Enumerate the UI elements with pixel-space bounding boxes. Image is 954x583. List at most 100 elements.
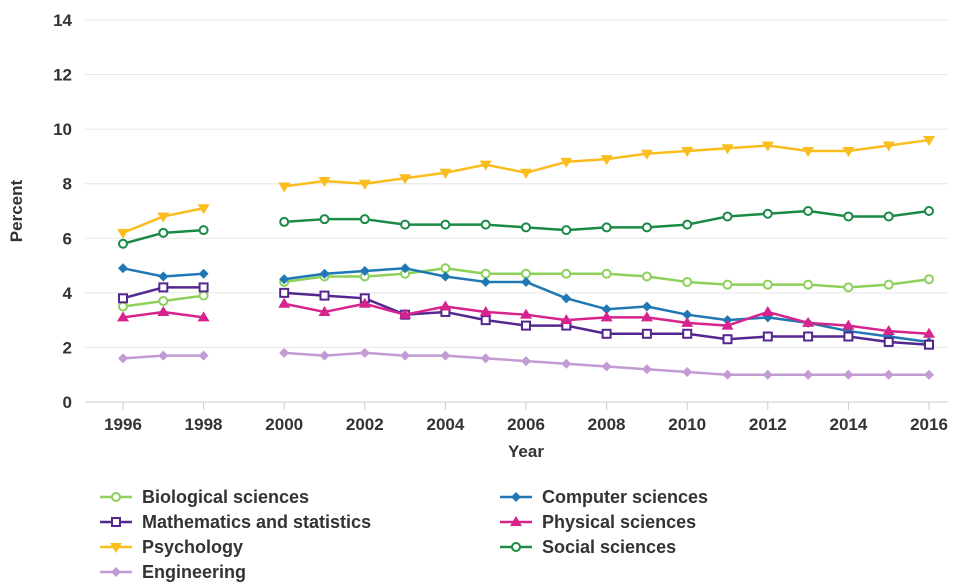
y-tick-label: 8	[63, 175, 72, 194]
legend-item-engineering: Engineering	[98, 561, 246, 583]
legend-label: Physical sciences	[542, 511, 697, 532]
data-point-physical-sciences	[439, 300, 452, 311]
legend-marker	[510, 516, 522, 526]
data-point-engineering	[158, 350, 169, 361]
series-social-sciences	[118, 206, 934, 249]
data-point-social-sciences	[400, 219, 411, 230]
data-point-social-sciences	[440, 219, 451, 230]
data-point-biological-sciences	[158, 296, 169, 307]
data-point-physical-sciences	[318, 305, 331, 316]
data-point-psychology	[761, 141, 774, 152]
data-point-computer-sciences	[521, 276, 531, 287]
legend-item-physical-sciences: Physical sciences	[498, 511, 696, 533]
data-point-physical-sciences	[358, 297, 371, 308]
data-point-psychology	[358, 179, 371, 190]
series-group	[117, 136, 935, 380]
data-point-computer-sciences	[279, 274, 290, 285]
data-point-engineering	[480, 353, 491, 364]
data-point-mathematics-and-statistics	[762, 331, 773, 342]
data-point-biological-sciences	[561, 268, 572, 279]
data-point-biological-sciences	[521, 268, 531, 279]
data-point-biological-sciences	[641, 271, 652, 282]
data-point-social-sciences	[843, 211, 854, 222]
data-point-social-sciences	[762, 208, 773, 219]
data-point-mathematics-and-statistics	[319, 290, 330, 301]
data-point-social-sciences	[198, 225, 209, 236]
legend-item-biological-sciences: Biological sciences	[98, 486, 309, 508]
legend-label: Psychology	[142, 536, 244, 557]
data-point-physical-sciences	[761, 305, 774, 316]
y-tick-label: 4	[63, 284, 73, 303]
data-point-computer-sciences	[440, 271, 451, 282]
data-point-psychology	[681, 146, 694, 157]
data-point-engineering	[641, 364, 652, 375]
data-point-psychology	[923, 136, 935, 147]
data-point-social-sciences	[883, 211, 894, 222]
data-point-physical-sciences	[923, 327, 935, 338]
data-point-biological-sciences	[722, 279, 733, 290]
line-chart: 0 2 4 6 8 10 12 14 1996 1998 2000 2002 2004 2006 2008…	[7, 11, 948, 461]
x-tick-label: 2004	[426, 415, 464, 434]
data-point-biological-sciences	[440, 263, 451, 274]
data-point-mathematics-and-statistics	[158, 282, 169, 293]
series-psychology	[117, 136, 935, 239]
data-point-biological-sciences	[682, 276, 693, 287]
legend-label: Engineering	[142, 561, 247, 582]
data-point-physical-sciences	[802, 316, 815, 327]
x-tick-label: 2010	[668, 415, 706, 434]
data-point-social-sciences	[118, 238, 128, 249]
legend-marker	[111, 517, 121, 527]
data-point-mathematics-and-statistics	[843, 331, 854, 342]
y-tick-label: 2	[63, 338, 72, 357]
x-tick-label: 2006	[507, 415, 545, 434]
data-point-social-sciences	[521, 222, 531, 233]
data-point-psychology	[197, 204, 210, 215]
data-point-engineering	[359, 347, 370, 358]
legend-symbol-engineering	[100, 567, 132, 577]
series-physical-sciences	[117, 297, 935, 338]
data-point-mathematics-and-statistics	[118, 293, 128, 304]
y-tick-label: 6	[63, 229, 72, 248]
data-point-psychology	[278, 182, 291, 193]
data-point-biological-sciences	[883, 279, 894, 290]
data-point-psychology	[520, 168, 532, 179]
y-axis-ticks: 0 2 4 6 8 10 12 14	[53, 11, 72, 412]
data-point-computer-sciences	[561, 293, 572, 304]
data-point-engineering	[682, 366, 693, 377]
data-point-social-sciences	[319, 214, 330, 225]
data-point-physical-sciences	[560, 314, 573, 325]
data-point-social-sciences	[601, 222, 612, 233]
data-point-psychology	[802, 146, 815, 157]
data-point-computer-sciences	[198, 268, 209, 279]
data-point-physical-sciences	[640, 311, 653, 322]
data-point-mathematics-and-statistics	[198, 282, 209, 293]
gridlines	[85, 19, 948, 403]
data-point-social-sciences	[279, 216, 290, 227]
data-point-physical-sciences	[479, 305, 492, 316]
legend-marker	[111, 492, 121, 502]
data-point-engineering	[803, 369, 814, 380]
data-point-psychology	[318, 176, 331, 187]
data-point-psychology	[439, 168, 452, 179]
x-tick-label: 1996	[104, 415, 142, 434]
data-point-biological-sciences	[762, 279, 773, 290]
data-point-biological-sciences	[803, 279, 814, 290]
data-point-mathematics-and-statistics	[601, 328, 612, 339]
data-point-engineering	[440, 350, 451, 361]
legend-marker	[110, 543, 122, 553]
data-point-biological-sciences	[480, 268, 491, 279]
legend-item-psychology: Psychology	[98, 536, 243, 558]
legend-symbol-social-sciences	[500, 542, 532, 552]
data-point-engineering	[561, 358, 572, 369]
data-point-mathematics-and-statistics	[803, 331, 814, 342]
x-axis-title: Year	[508, 442, 544, 461]
data-point-engineering	[118, 353, 128, 364]
data-point-computer-sciences	[158, 271, 169, 282]
data-point-engineering	[521, 356, 531, 367]
y-tick-label: 12	[53, 66, 72, 85]
legend-symbol-computer-sciences	[500, 492, 532, 502]
y-tick-label: 10	[53, 120, 72, 139]
data-point-engineering	[198, 350, 209, 361]
data-point-engineering	[601, 361, 612, 372]
data-point-psychology	[117, 228, 129, 239]
